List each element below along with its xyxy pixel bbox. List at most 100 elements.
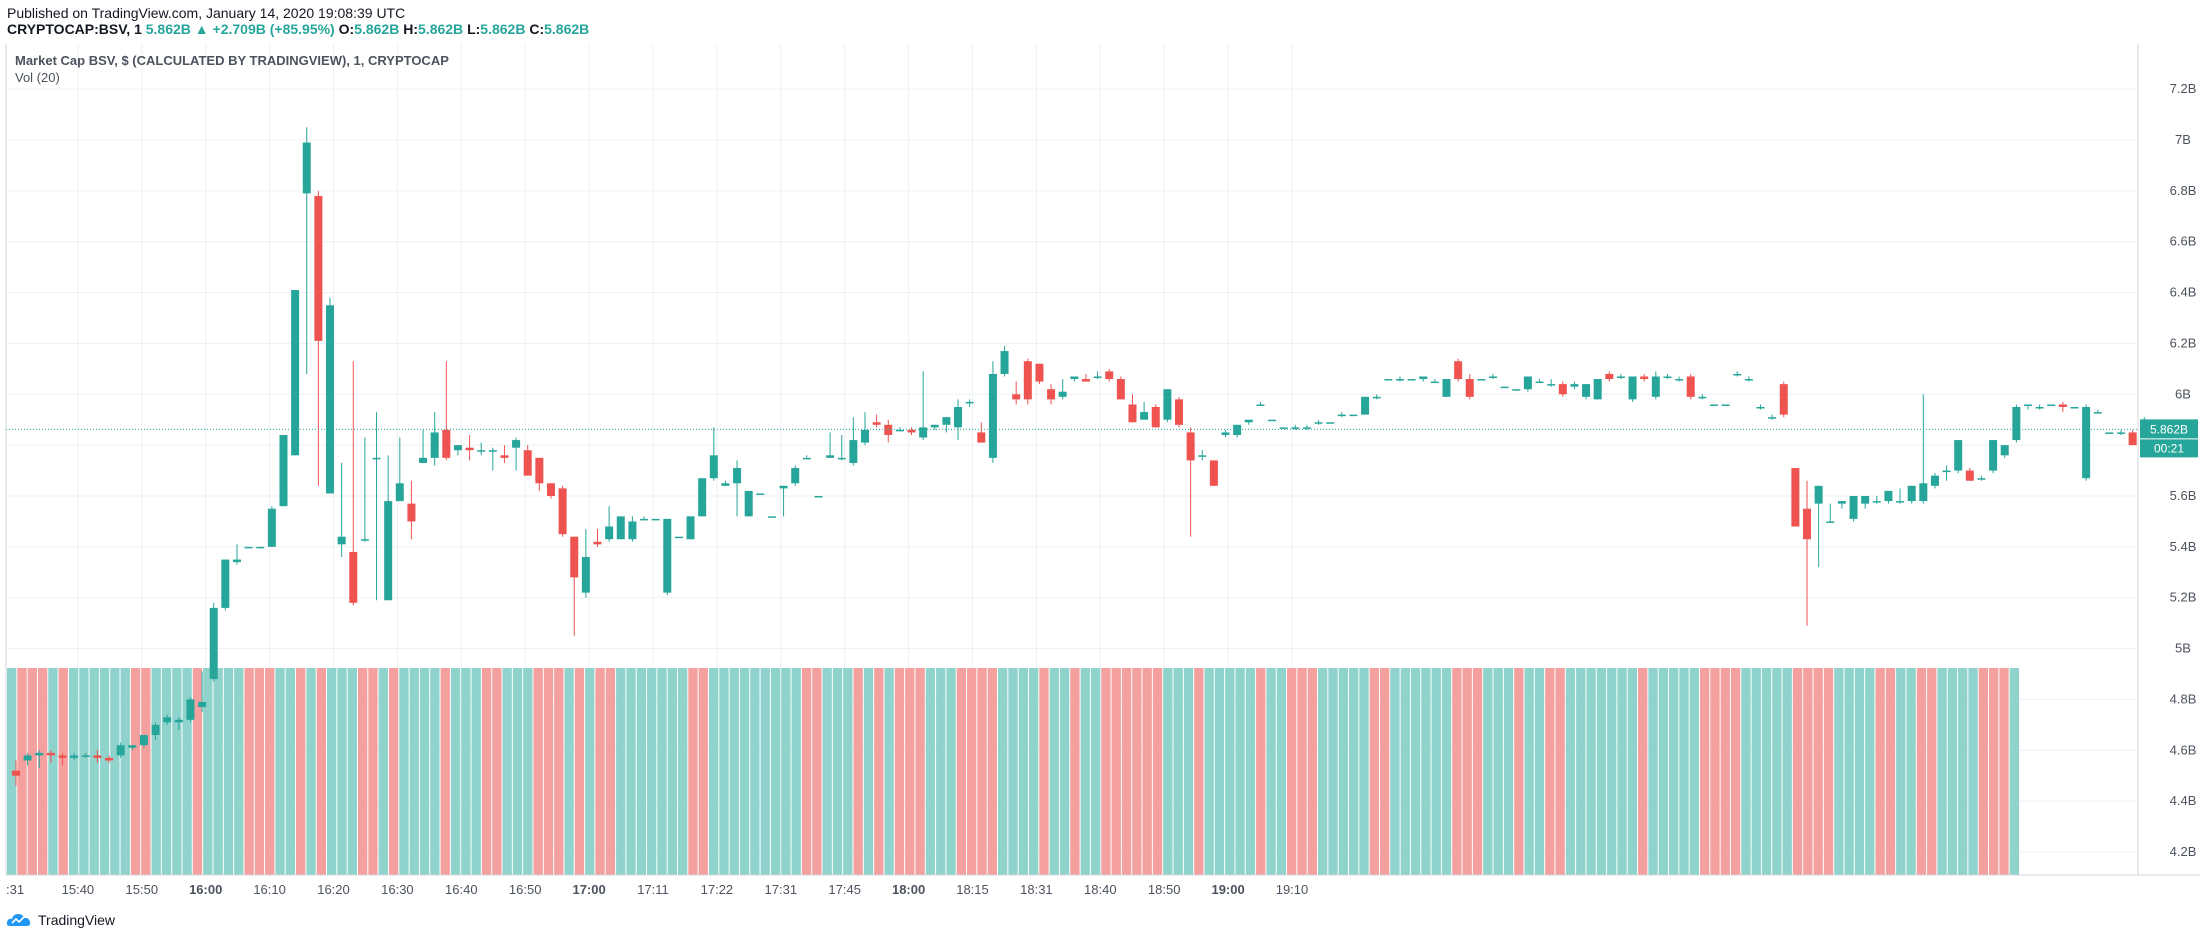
candle [465, 434, 474, 461]
candle-body [1361, 396, 1370, 415]
published-info: Published on TradingView.com, January 14… [7, 5, 406, 21]
candle [1907, 485, 1916, 504]
time-tick-label: 18:40 [1084, 882, 1117, 897]
candle [1047, 384, 1056, 405]
candle-body [1477, 379, 1486, 381]
volume-bar [1163, 668, 1173, 875]
volume-bar [1400, 668, 1410, 875]
price-tick-label: 4.4B [2170, 793, 2197, 808]
candle [733, 460, 742, 517]
volume-bar [1782, 668, 1792, 875]
volume-bars [7, 668, 2019, 875]
volume-bar [832, 668, 843, 875]
volume-bar [1028, 668, 1039, 875]
volume-bar [1927, 668, 1937, 875]
candle-body [733, 468, 742, 484]
candle [721, 480, 730, 486]
candle [837, 434, 846, 461]
last-price-tag [2140, 419, 2198, 439]
candle-body [977, 432, 986, 443]
volume-bar [1823, 668, 1834, 875]
volume-bar [1369, 668, 1379, 875]
volume-bar [1854, 668, 1865, 875]
volume-bar [1132, 668, 1142, 875]
candle-body [1965, 470, 1974, 481]
candle-body [593, 541, 602, 545]
chart-legend-title[interactable]: Market Cap BSV, $ (CALCULATED BY TRADING… [15, 53, 449, 68]
volume-bar [739, 668, 750, 875]
symbol-label[interactable]: CRYPTOCAP:BSV, 1 [7, 21, 142, 37]
volume-bar [1256, 668, 1266, 875]
candle [1942, 465, 1951, 481]
candle [2070, 407, 2079, 409]
candle [244, 546, 253, 549]
candle-body [139, 735, 148, 746]
price-tick-label: 6.6B [2170, 234, 2197, 249]
volume-bar [770, 668, 781, 875]
volume-bar [967, 668, 977, 875]
volume-bar [1297, 668, 1307, 875]
candle-body [291, 290, 300, 456]
candle [570, 536, 579, 636]
volume-bar [760, 668, 770, 875]
candle-body [2082, 407, 2091, 479]
candle-body [2070, 407, 2079, 409]
candle [1837, 501, 1846, 509]
countdown-label: 00:21 [2154, 441, 2184, 455]
volume-bar [1658, 668, 1669, 875]
candle-body [1826, 521, 1835, 523]
volume-bar [1059, 668, 1070, 875]
candle [2047, 404, 2056, 406]
candle-body [105, 757, 114, 761]
volume-bar [1018, 668, 1028, 875]
time-tick-label: 18:31 [1020, 882, 1053, 897]
candle [198, 671, 207, 713]
candle [954, 399, 963, 441]
volume-bar [667, 668, 677, 875]
footer-brand-text: TradingView [38, 912, 116, 928]
candle [767, 516, 776, 518]
volume-legend[interactable]: Vol (20) [15, 70, 60, 85]
candle-body [605, 526, 614, 540]
footer-brand[interactable]: TradingView [6, 912, 115, 928]
candle-body [442, 429, 451, 458]
volume-bar [1183, 668, 1194, 875]
volume-bar [254, 668, 265, 875]
candle [407, 480, 416, 540]
volume-bar [708, 668, 719, 875]
volume-bar [1565, 668, 1576, 875]
candle [535, 457, 544, 491]
candle [674, 536, 683, 539]
volume-bar [99, 668, 110, 875]
candle-body [186, 699, 195, 720]
candle [907, 427, 916, 435]
high-label: H: [403, 21, 419, 37]
candle [1826, 503, 1835, 523]
candle-body [721, 483, 730, 486]
volume-bar [430, 668, 440, 875]
volume-bar [1152, 668, 1163, 875]
volume-bar [17, 668, 27, 875]
candle [1221, 429, 1230, 438]
candle [884, 419, 893, 443]
time-tick-label: 16:40 [445, 882, 478, 897]
candle-body [488, 450, 497, 452]
volume-bar [1865, 668, 1875, 875]
candle-body [360, 539, 369, 541]
candle [826, 432, 835, 458]
candle [2128, 429, 2137, 446]
candle [256, 546, 265, 549]
volume-bar [337, 668, 347, 875]
last-price-label: 5.862B [2150, 422, 2188, 436]
candle [302, 127, 311, 374]
volume-bar [1503, 668, 1514, 875]
candle [1268, 419, 1277, 422]
volume-bar [1586, 668, 1596, 875]
volume-bar [1452, 668, 1462, 875]
volume-bar [925, 668, 936, 875]
candle-body [2128, 432, 2137, 446]
volume-bar [1534, 668, 1545, 875]
candle-body [2047, 404, 2056, 406]
volume-bar [58, 668, 68, 875]
